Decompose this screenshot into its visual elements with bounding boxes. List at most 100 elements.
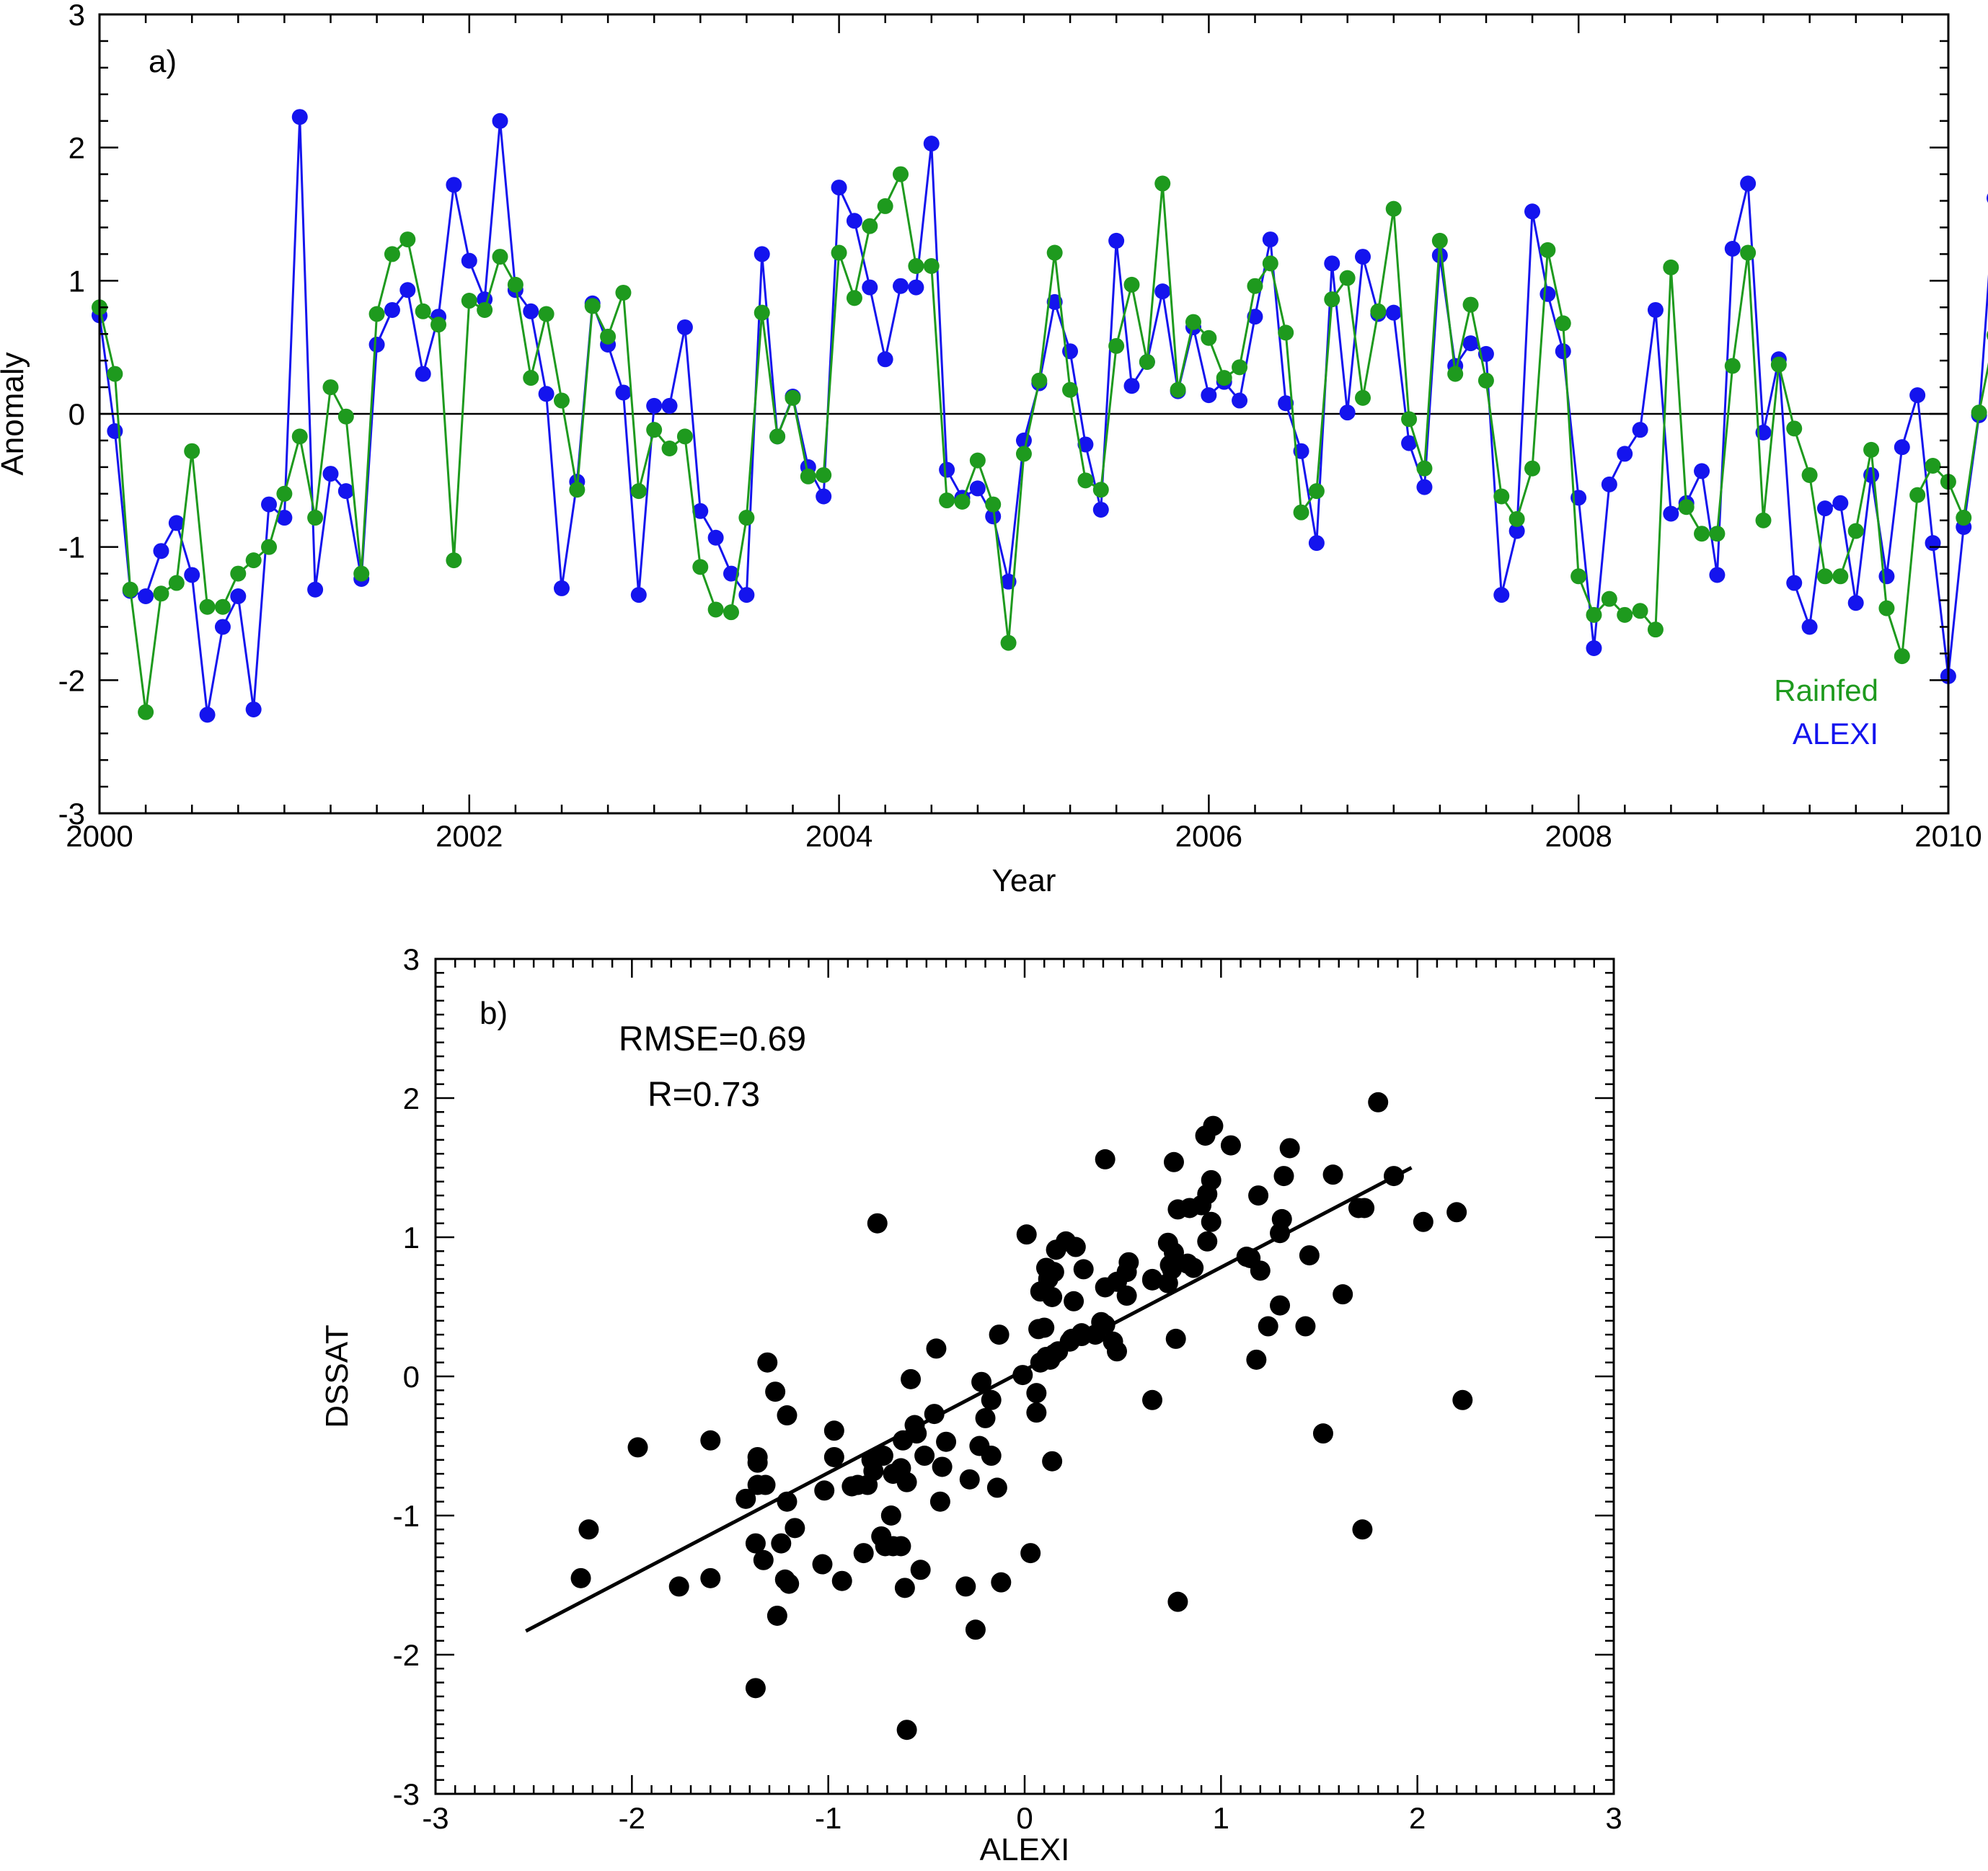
series-rainfed-point bbox=[1462, 296, 1479, 313]
series-alexi-point bbox=[138, 588, 154, 604]
scatter-point bbox=[668, 1576, 689, 1597]
panel-b-x-axis-title: ALEXI bbox=[980, 1832, 1070, 1867]
series-rainfed-point bbox=[584, 298, 601, 314]
scatter-point bbox=[1220, 1135, 1241, 1156]
scatter-point bbox=[1028, 1319, 1049, 1340]
scatter-point bbox=[1273, 1166, 1294, 1187]
scatter-point bbox=[981, 1446, 1002, 1467]
series-rainfed-point bbox=[415, 303, 431, 319]
series-alexi-point bbox=[1801, 619, 1818, 635]
scatter-point bbox=[578, 1519, 599, 1540]
series-rainfed-point bbox=[107, 366, 123, 382]
y-tick-label: -1 bbox=[393, 1499, 420, 1533]
scatter-point bbox=[627, 1437, 648, 1458]
scatter-point bbox=[1258, 1316, 1278, 1337]
series-rainfed-point bbox=[1339, 270, 1356, 286]
series-rainfed-point bbox=[1878, 600, 1895, 616]
series-alexi-point bbox=[1339, 404, 1356, 421]
series-rainfed-point bbox=[1370, 303, 1387, 319]
series-rainfed-point bbox=[816, 466, 832, 483]
series-alexi-point bbox=[1308, 535, 1325, 552]
series-alexi-point bbox=[384, 301, 400, 318]
scatter-point bbox=[894, 1578, 915, 1598]
series-alexi-point bbox=[1894, 439, 1910, 456]
panel-b-points-layer bbox=[570, 1092, 1473, 1740]
scatter-point bbox=[700, 1430, 721, 1451]
series-alexi-point bbox=[969, 480, 986, 497]
series-rainfed-point bbox=[1185, 314, 1201, 330]
series-alexi-point bbox=[646, 397, 663, 414]
y-tick-label: -2 bbox=[58, 663, 85, 697]
series-alexi-point bbox=[1878, 568, 1895, 585]
series-rainfed-point bbox=[399, 231, 416, 248]
y-tick-label: 2 bbox=[403, 1082, 420, 1115]
series-rainfed-point bbox=[1493, 488, 1510, 505]
rmse-annotation: RMSE=0.69 bbox=[619, 1020, 806, 1058]
scatter-point bbox=[932, 1456, 953, 1477]
series-rainfed-point bbox=[1678, 499, 1695, 516]
series-rainfed-line bbox=[98, 170, 1988, 712]
scatter-point bbox=[1167, 1591, 1188, 1612]
series-rainfed-point bbox=[184, 443, 200, 459]
scatter-point bbox=[991, 1572, 1012, 1593]
series-alexi-point bbox=[985, 508, 1002, 525]
series-rainfed-point bbox=[939, 492, 955, 509]
scatter-point bbox=[1020, 1543, 1041, 1564]
scatter-point bbox=[1103, 1331, 1123, 1352]
series-alexi-point bbox=[615, 384, 632, 401]
series-rainfed-point bbox=[245, 552, 262, 569]
scatter-point bbox=[1064, 1291, 1084, 1312]
series-alexi-point bbox=[661, 397, 678, 414]
series-rainfed-point bbox=[1216, 370, 1232, 386]
series-rainfed-point bbox=[261, 539, 278, 555]
y-tick-label: -3 bbox=[58, 797, 85, 831]
series-alexi-point bbox=[723, 565, 739, 582]
scatter-point bbox=[1250, 1260, 1271, 1281]
series-alexi-point bbox=[492, 112, 508, 129]
series-alexi-line bbox=[98, 117, 1988, 715]
series-alexi-point bbox=[1663, 505, 1679, 522]
series-alexi-point bbox=[184, 567, 200, 583]
series-alexi-point bbox=[630, 587, 647, 603]
scatter-point bbox=[1452, 1389, 1473, 1410]
series-rainfed-point bbox=[1694, 526, 1710, 542]
scatter-point bbox=[1248, 1185, 1269, 1206]
scatter-point bbox=[1178, 1253, 1198, 1274]
y-tick-label: -1 bbox=[58, 531, 85, 565]
series-rainfed-point bbox=[507, 276, 523, 293]
series-rainfed-point bbox=[353, 565, 370, 582]
series-alexi-point bbox=[1786, 575, 1803, 591]
series-rainfed-point bbox=[1046, 244, 1063, 261]
series-rainfed-point bbox=[1909, 487, 1926, 503]
series-alexi-point bbox=[1694, 463, 1710, 479]
series-rainfed-point bbox=[1201, 329, 1217, 346]
series-rainfed-point bbox=[1601, 591, 1617, 607]
series-alexi-point bbox=[1508, 523, 1525, 539]
scatter-point bbox=[767, 1605, 787, 1626]
series-rainfed-point bbox=[1031, 372, 1048, 389]
series-rainfed-point bbox=[368, 306, 385, 322]
series-alexi-point bbox=[877, 351, 893, 368]
series-rainfed-point bbox=[1524, 460, 1541, 477]
series-rainfed-point bbox=[1801, 466, 1818, 483]
series-rainfed-point bbox=[615, 284, 632, 301]
series-rainfed-point bbox=[1755, 512, 1772, 528]
scatter-point bbox=[1352, 1519, 1373, 1540]
series-rainfed-point bbox=[1956, 510, 1972, 526]
scatter-point bbox=[883, 1536, 904, 1557]
x-tick-label: -2 bbox=[619, 1801, 645, 1835]
scatter-point bbox=[812, 1554, 833, 1575]
series-alexi-point bbox=[1586, 640, 1602, 657]
series-alexi-point bbox=[261, 496, 278, 513]
series-rainfed-point bbox=[477, 301, 493, 318]
series-rainfed-point bbox=[1154, 175, 1171, 192]
series-rainfed-point bbox=[1863, 441, 1880, 458]
series-rainfed-point bbox=[692, 559, 709, 575]
series-rainfed-point bbox=[523, 370, 539, 386]
scatter-point bbox=[1016, 1224, 1037, 1245]
series-rainfed-point bbox=[1293, 504, 1309, 521]
panel-a-series-layer bbox=[92, 109, 1988, 723]
series-rainfed-point bbox=[1385, 200, 1402, 217]
y-tick-label: 3 bbox=[403, 942, 420, 976]
panel-b-y-axis-title: DSSAT bbox=[319, 1324, 355, 1428]
